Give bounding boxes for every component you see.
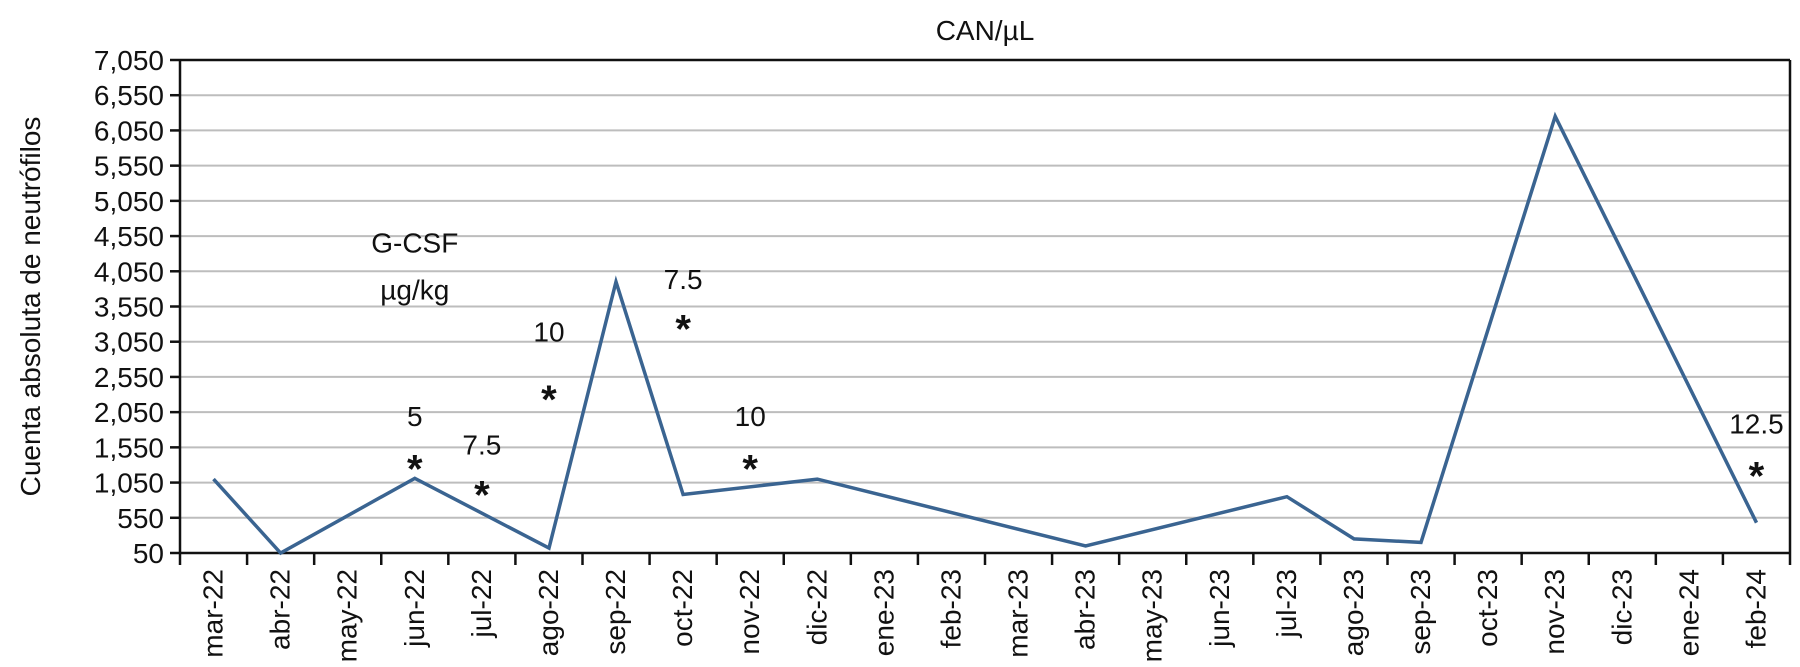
grid-lines [170,58,1790,555]
dose-marker: * [1749,455,1765,499]
x-tick-label: feb-24 [1740,569,1771,648]
y-tick-label: 5,550 [94,151,164,182]
x-tick-label: jul-22 [466,569,497,638]
x-tick-label: ago-22 [533,569,564,656]
x-tick-label: mar-23 [1003,569,1034,658]
series-layer [212,111,1759,556]
series-line [212,111,1759,556]
y-tick-label: 6,050 [94,115,164,146]
y-axis-title: Cuenta absoluta de neutrófilos [15,117,46,497]
annotation-label: 5 [407,401,423,432]
dose-marker: * [675,307,691,351]
x-tick-label: feb-23 [935,569,966,648]
y-tick-label: 2,050 [94,397,164,428]
y-tick-label: 5,050 [94,186,164,217]
y-tick-label: 2,550 [94,362,164,393]
x-tick-label: nov-22 [734,569,765,655]
x-tick-label: may-22 [332,569,363,662]
annotation-label: 12.5 [1729,408,1784,439]
dose-marker: * [541,378,557,422]
y-tick-label: 4,550 [94,221,164,252]
x-tick-label: ene-24 [1673,569,1704,656]
y-tick-label: 7,050 [94,45,164,76]
dose-marker: * [474,474,490,518]
y-tick-label: 1,550 [94,432,164,463]
y-tick-label: 1,050 [94,468,164,499]
x-tick-labels: mar-22 abr-22 may-22 jun-22 jul-22 ago-22 sep-… [198,569,1772,662]
y-tick-labels: 7,050 6,550 6,050 5,550 5,050 4,550 4,050 3,550… [94,45,164,569]
y-tick-label: 3,550 [94,292,164,323]
x-tick-label: ene-23 [868,569,899,656]
x-tick-label: sep-23 [1405,569,1436,655]
x-tick-label: mar-22 [198,569,229,658]
y-tick-label: 550 [117,503,164,534]
x-tick-label: dic-23 [1606,569,1637,645]
annotation-label: 10 [533,317,564,348]
x-tick-label: jun-22 [399,569,430,648]
y-tick-label: 4,050 [94,256,164,287]
annotation-label: 10 [735,401,766,432]
dose-marker: * [742,447,758,491]
annotation-label: µg/kg [380,274,449,305]
x-tick-label: may-23 [1137,569,1168,662]
x-tick-label: oct-22 [667,569,698,647]
y-tick-label: 3,050 [94,327,164,358]
chart-title: CAN/µL [936,15,1035,46]
annotations: G-CSF µg/kg 5 7.5 10 7.5 10 12.5 * * * * * * [371,227,1783,517]
dose-marker: * [407,447,423,491]
x-tick-label: jul-23 [1271,569,1302,638]
annotation-label: G-CSF [371,227,458,258]
annotation-label: 7.5 [664,264,703,295]
y-tick-label: 50 [133,538,164,569]
x-tick-label: dic-22 [801,569,832,645]
x-tick-label: abr-23 [1070,569,1101,650]
axes [178,58,1792,565]
annotation-label: 7.5 [462,429,501,460]
x-tick-label: ago-23 [1338,569,1369,656]
y-tick-label: 6,550 [94,80,164,111]
x-tick-label: jun-23 [1204,569,1235,648]
x-tick-label: nov-23 [1539,569,1570,655]
x-tick-label: sep-22 [600,569,631,655]
x-tick-label: oct-23 [1472,569,1503,647]
x-tick-label: abr-22 [265,569,296,650]
